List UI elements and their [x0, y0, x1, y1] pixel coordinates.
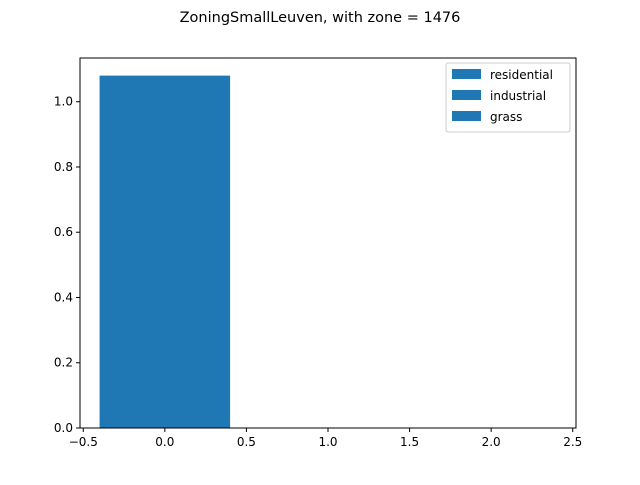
x-tick-label: 1.5: [400, 435, 419, 449]
y-tick-label: 0.6: [54, 225, 73, 239]
legend-swatch-grass: [452, 111, 481, 121]
y-tick-label: 1.0: [54, 95, 73, 109]
legend-label-residential: residential: [490, 68, 553, 82]
x-tick-label: 1.0: [318, 435, 337, 449]
chart-title: ZoningSmallLeuven, with zone = 1476: [180, 10, 461, 26]
legend-label-grass: grass: [490, 110, 522, 124]
legend: residential industrial grass: [445, 62, 571, 133]
x-tick-label: −0.5: [69, 435, 98, 449]
y-tick-label: 0.0: [54, 421, 73, 435]
x-axis: −0.5 0.0 0.5 1.0 1.5 2.0 2.5: [69, 428, 582, 449]
bars-layer: [99, 75, 231, 428]
x-tick-label: 0.5: [237, 435, 256, 449]
y-tick-label: 0.2: [54, 356, 73, 370]
x-tick-label: 2.5: [563, 435, 582, 449]
y-axis: 0.0 0.2 0.4 0.6 0.8 1.0: [54, 95, 80, 435]
legend-swatch-industrial: [452, 90, 481, 100]
y-tick-label: 0.8: [54, 160, 73, 174]
bar-residential: [99, 75, 231, 428]
x-tick-label: 0.0: [155, 435, 174, 449]
legend-swatch-residential: [452, 69, 481, 79]
y-tick-label: 0.4: [54, 290, 73, 304]
legend-label-industrial: industrial: [490, 89, 546, 103]
x-tick-label: 2.0: [482, 435, 501, 449]
